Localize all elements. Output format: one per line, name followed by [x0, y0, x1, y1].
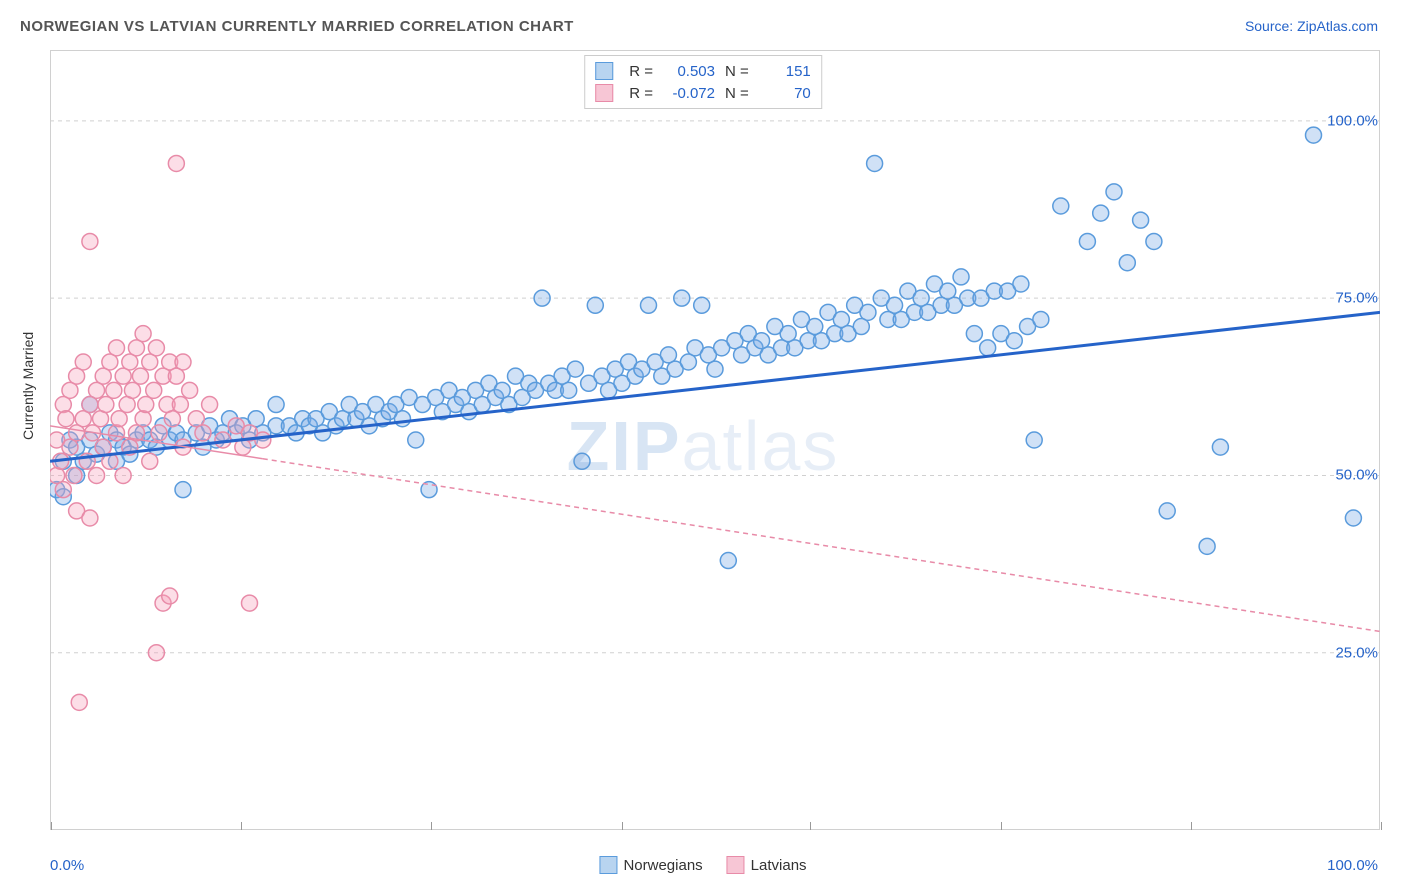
r-value-latvians: -0.072 [663, 85, 715, 102]
stats-row-norwegians: R = 0.503 N = 151 [595, 60, 811, 82]
n-label: N = [725, 85, 749, 102]
x-tick [1381, 822, 1382, 830]
stats-legend-box: R = 0.503 N = 151 R = -0.072 N = 70 [584, 55, 822, 109]
chart-svg [50, 50, 1380, 830]
chart-title: NORWEGIAN VS LATVIAN CURRENTLY MARRIED C… [20, 18, 574, 35]
swatch-latvians-bottom [727, 856, 745, 874]
y-axis-label: Currently Married [20, 332, 36, 440]
x-tick-label-max: 100.0% [1327, 857, 1378, 874]
swatch-norwegians-bottom [599, 856, 617, 874]
legend-label-latvians: Latvians [751, 857, 807, 874]
n-value-norwegians: 151 [759, 63, 811, 80]
legend-label-norwegians: Norwegians [623, 857, 702, 874]
stats-row-latvians: R = -0.072 N = 70 [595, 82, 811, 104]
y-tick-label: 25.0% [1335, 644, 1378, 661]
x-tick-label-min: 0.0% [50, 857, 84, 874]
r-label: R = [629, 85, 653, 102]
bottom-legend: Norwegians Latvians [599, 856, 806, 874]
source-attribution: Source: ZipAtlas.com [1245, 18, 1378, 34]
r-value-norwegians: 0.503 [663, 63, 715, 80]
legend-item-latvians: Latvians [727, 856, 807, 874]
y-tick-label: 100.0% [1327, 112, 1378, 129]
swatch-norwegians [595, 62, 613, 80]
y-tick-label: 50.0% [1335, 467, 1378, 484]
y-tick-label: 75.0% [1335, 290, 1378, 307]
plot-area [50, 50, 1380, 830]
n-value-latvians: 70 [759, 85, 811, 102]
swatch-latvians [595, 84, 613, 102]
legend-item-norwegians: Norwegians [599, 856, 702, 874]
r-label: R = [629, 63, 653, 80]
n-label: N = [725, 63, 749, 80]
